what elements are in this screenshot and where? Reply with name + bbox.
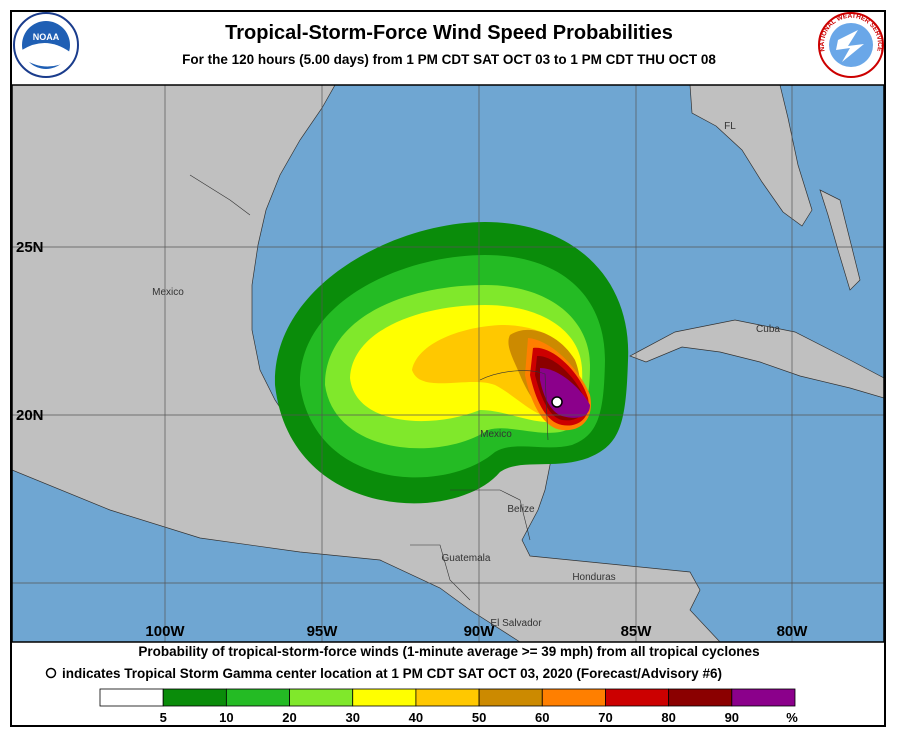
lon-label: 90W	[464, 623, 496, 640]
legend-swatch	[668, 688, 733, 707]
cuba	[629, 319, 884, 399]
hispaniola-bahamas	[819, 189, 861, 291]
graticule	[12, 85, 884, 642]
probability-contours	[274, 222, 629, 504]
legend-tick: 10	[219, 710, 233, 725]
legend-swatch	[478, 688, 543, 707]
storm-center	[551, 396, 563, 408]
place-label: Honduras	[572, 572, 615, 583]
legend-swatch	[541, 688, 606, 707]
legend-tick: 50	[472, 710, 486, 725]
noaa-logo: NOAA	[13, 12, 79, 78]
place-label: FL	[724, 121, 736, 132]
legend-tick: 60	[535, 710, 549, 725]
place-label: Guatemala	[442, 553, 491, 564]
legend-swatch	[605, 688, 670, 707]
nws-logo: NATIONAL WEATHER SERVICE	[818, 12, 884, 78]
place-label: El Salvador	[490, 618, 542, 629]
legend-tick: 20	[282, 710, 296, 725]
legend-tick: 30	[345, 710, 359, 725]
place-label: Mexico	[480, 429, 512, 440]
lat-label: 25N	[16, 239, 44, 256]
place-label: Belize	[507, 504, 535, 515]
map-border	[11, 84, 885, 643]
legend-swatch	[225, 688, 290, 707]
legend-tick: 70	[598, 710, 612, 725]
subtitle: For the 120 hours (5.00 days) from 1 PM …	[182, 52, 716, 67]
legend-tick: 5	[160, 710, 167, 725]
lon-label: 100W	[145, 623, 185, 640]
place-label: Cuba	[756, 324, 780, 335]
legend-swatch	[99, 688, 164, 707]
florida	[689, 85, 813, 227]
legend-swatch	[352, 688, 417, 707]
legend-tick: 90	[725, 710, 739, 725]
map: 25N 20N 100W 95W 90W 85W 80W Mexico Mexi…	[12, 85, 884, 642]
legend-tick: 40	[409, 710, 423, 725]
footer-line: Probability of tropical-storm-force wind…	[138, 644, 759, 659]
legend-swatch	[289, 688, 354, 707]
lat-label: 20N	[16, 407, 44, 424]
footer-line: indicates Tropical Storm Gamma center lo…	[62, 666, 722, 681]
lon-label: 95W	[307, 623, 339, 640]
legend-swatch	[162, 688, 227, 707]
place-label: Mexico	[152, 287, 184, 298]
storm-symbol	[45, 667, 57, 679]
colorbar: 5 10 20 30 40 50 60 70 80 90%	[99, 688, 798, 725]
borders	[189, 174, 549, 601]
lon-label: 80W	[777, 623, 809, 640]
noaa-text: NOAA	[33, 32, 60, 42]
legend-unit: %	[786, 710, 798, 725]
legend-swatch	[415, 688, 480, 707]
lon-label: 85W	[621, 623, 653, 640]
legend-swatch	[731, 688, 796, 707]
title: Tropical-Storm-Force Wind Speed Probabil…	[225, 22, 673, 44]
legend-tick: 80	[661, 710, 675, 725]
